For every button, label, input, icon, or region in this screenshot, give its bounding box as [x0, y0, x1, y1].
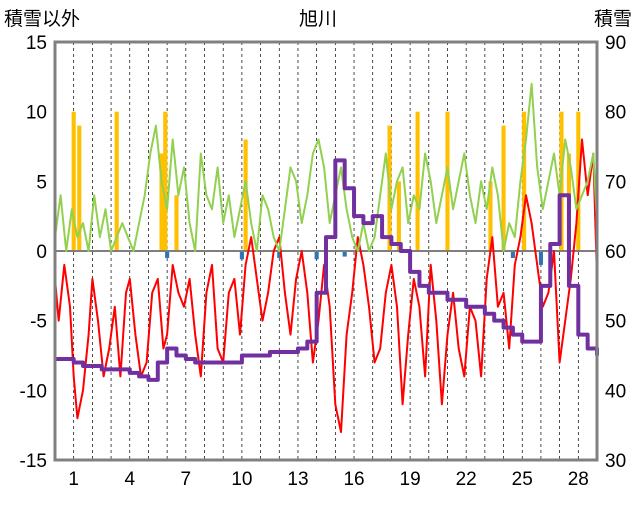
data-bar — [71, 111, 76, 252]
plot-frame — [53, 40, 599, 462]
x-tick-label: 16 — [343, 469, 364, 490]
data-bar — [163, 111, 168, 252]
y-right-tick-label: 70 — [605, 172, 626, 193]
y-left-tick-label: -15 — [20, 451, 47, 472]
chart-title: 旭川 — [299, 8, 337, 30]
y-right-tick-label: 30 — [605, 451, 626, 472]
data-bar — [239, 251, 244, 260]
data-bar — [243, 139, 248, 251]
data-bar — [342, 251, 347, 257]
y-left-tick-label: -10 — [20, 381, 47, 402]
data-bar — [314, 251, 319, 260]
x-tick-label: 13 — [287, 469, 308, 490]
data-bar — [445, 111, 450, 252]
x-tick-label: 22 — [456, 469, 477, 490]
y-left-tick-label: 15 — [26, 33, 47, 54]
x-tick-label: 28 — [568, 469, 589, 490]
x-tick-label: 10 — [231, 469, 252, 490]
y-left-tick-label: -5 — [30, 312, 47, 333]
series-line — [54, 82, 598, 252]
y-left-axis-label: 積雪以外 — [4, 8, 80, 30]
data-bar — [415, 111, 420, 252]
data-bar — [114, 111, 119, 252]
y-right-tick-label: 80 — [605, 103, 626, 124]
x-tick-label: 4 — [124, 469, 135, 490]
series-line — [55, 158, 599, 382]
data-bar — [77, 125, 82, 251]
y-left-tick-label: 5 — [36, 172, 47, 193]
y-right-tick-label: 90 — [605, 33, 626, 54]
x-tick-label: 1 — [68, 469, 79, 490]
y-right-tick-label: 40 — [605, 381, 626, 402]
data-bar — [510, 251, 515, 258]
x-tick-label: 19 — [400, 469, 421, 490]
y-left-tick-label: 0 — [36, 242, 47, 263]
data-bar — [174, 195, 179, 251]
data-bar — [159, 153, 164, 251]
y-right-axis-label: 積雪 — [594, 8, 632, 30]
y-right-tick-label: 50 — [605, 312, 626, 333]
y-right-tick-label: 60 — [605, 242, 626, 263]
data-bar — [522, 111, 527, 252]
data-bar — [488, 181, 493, 251]
x-tick-label: 7 — [181, 469, 192, 490]
data-bar — [396, 181, 401, 251]
data-bar — [501, 125, 506, 251]
data-bar — [165, 251, 170, 258]
data-bar — [538, 251, 543, 265]
y-left-tick-label: 10 — [26, 103, 47, 124]
x-tick-label: 25 — [512, 469, 533, 490]
data-bar — [277, 251, 282, 258]
